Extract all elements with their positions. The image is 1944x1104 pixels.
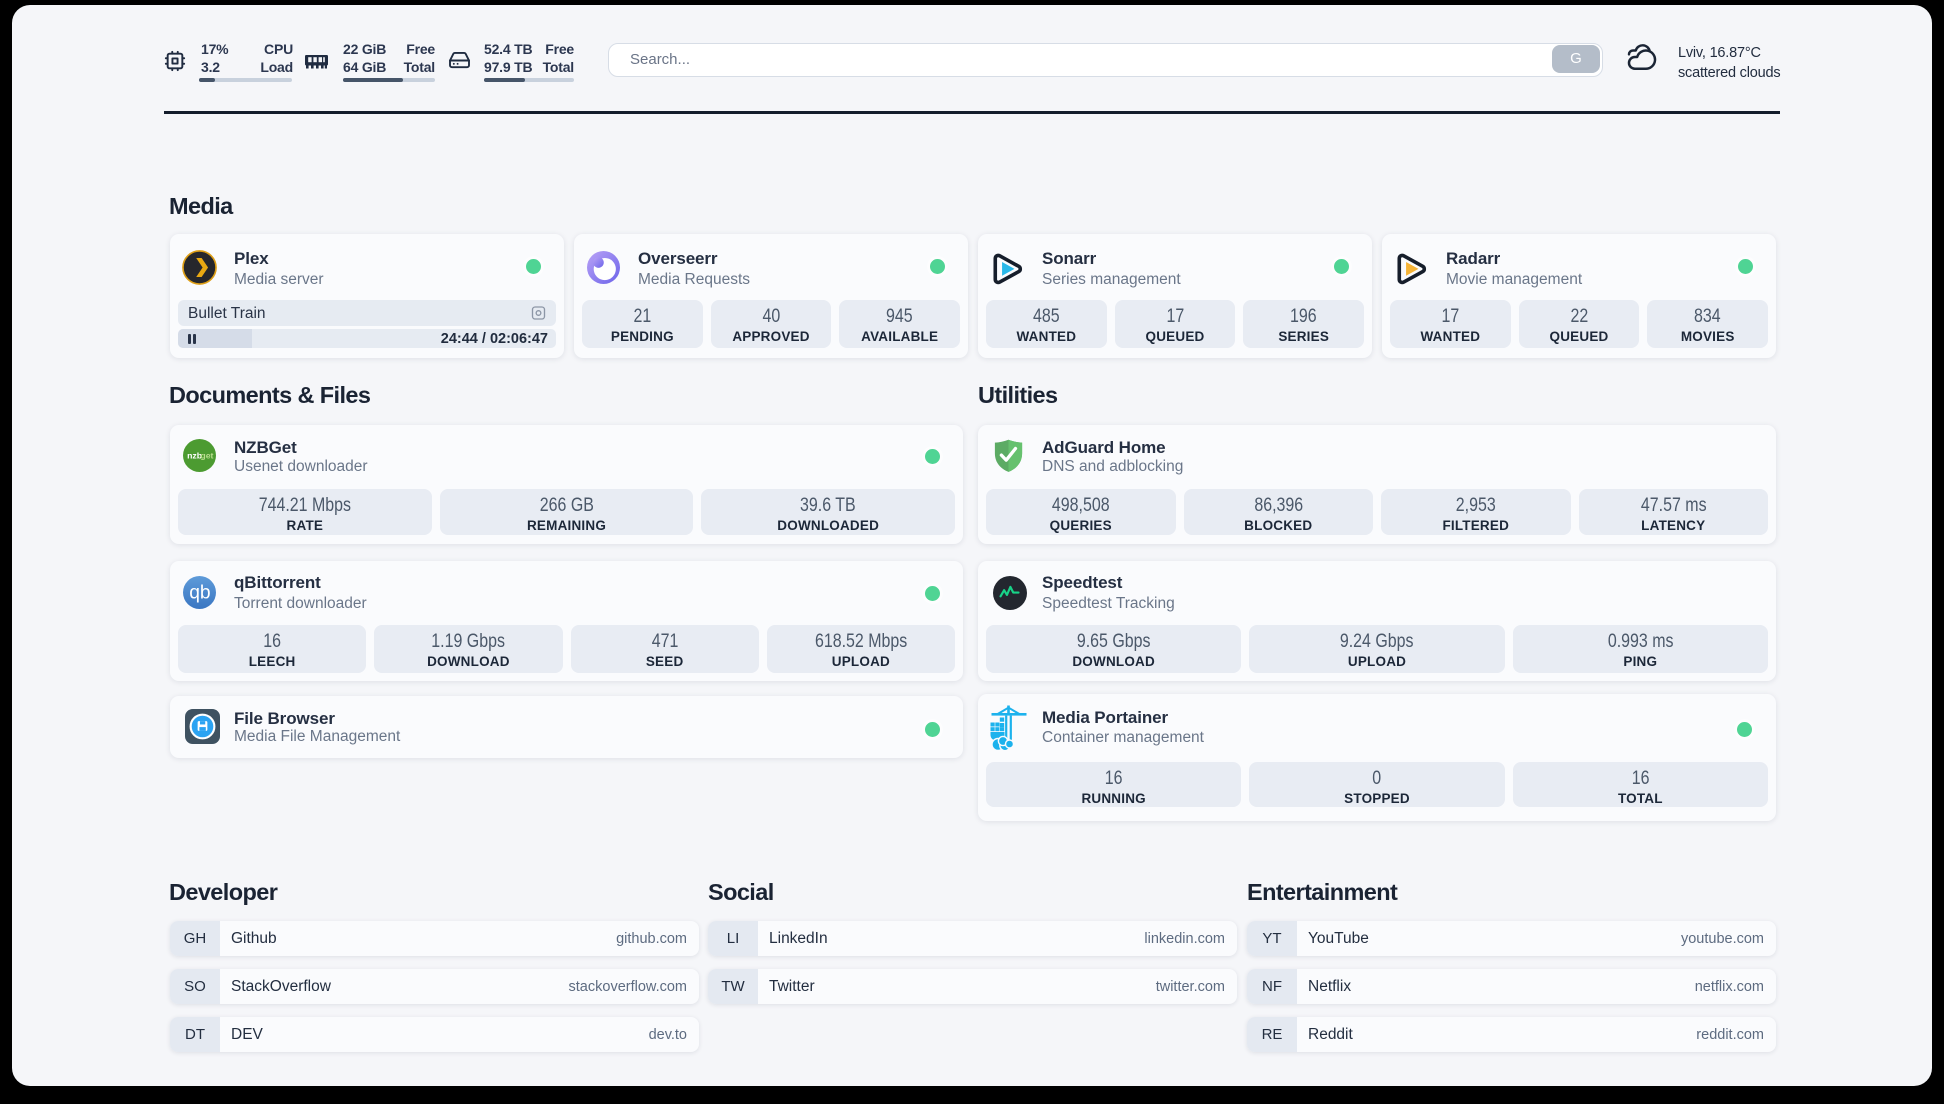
- svg-text:qb: qb: [189, 582, 210, 603]
- svg-text:get: get: [200, 451, 213, 461]
- svg-text:nzb: nzb: [187, 451, 202, 461]
